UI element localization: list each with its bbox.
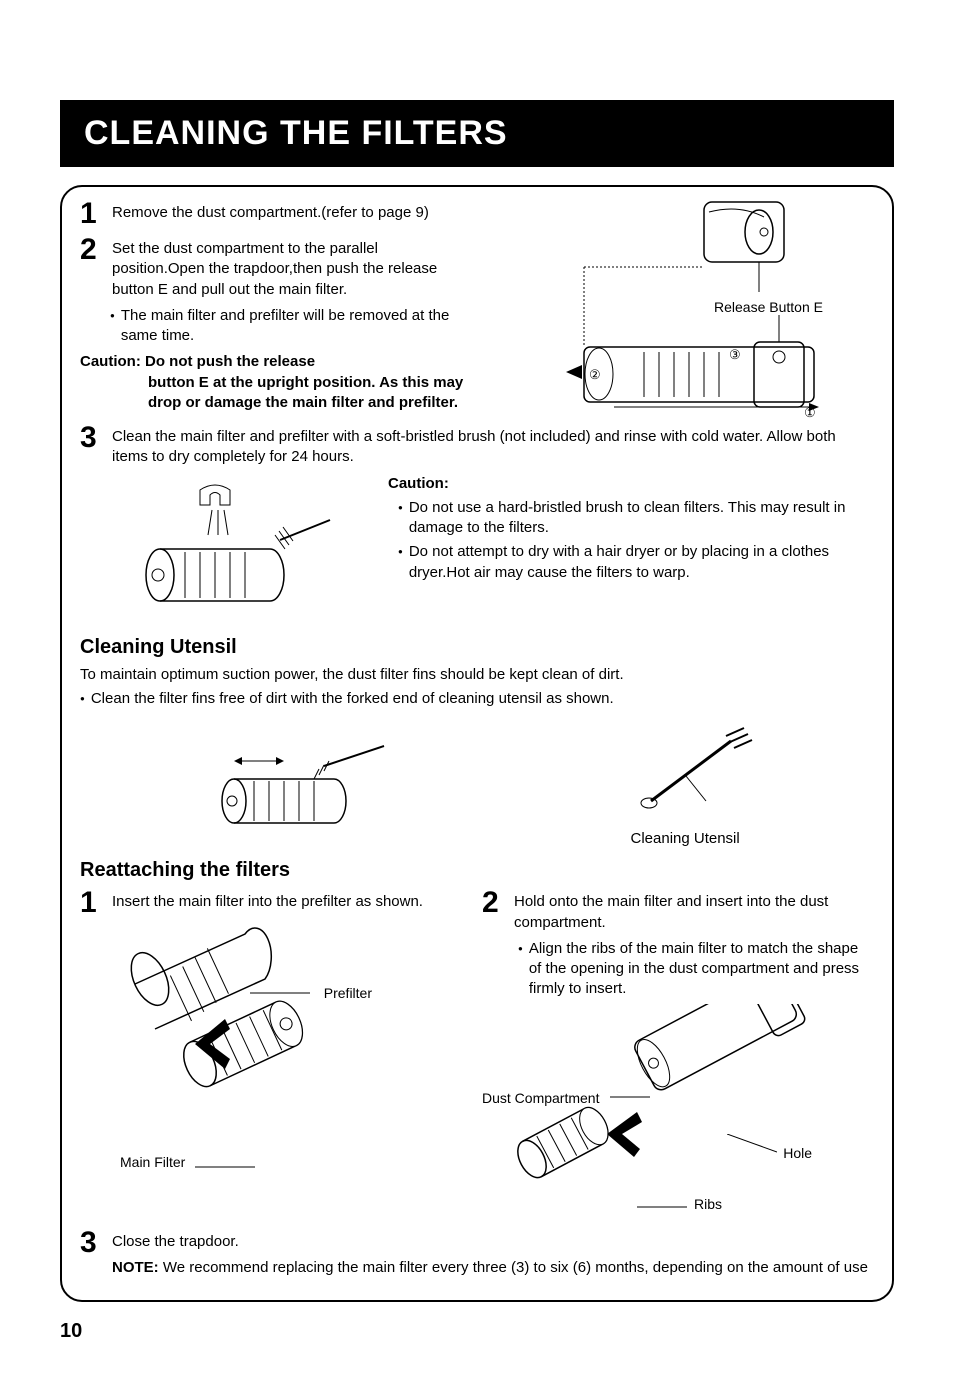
utensil-icon: [611, 721, 771, 821]
label-hole: Hole: [783, 1144, 812, 1163]
utensil-label: Cleaning Utensil: [631, 829, 771, 849]
step-2-caution: Caution: Do not push the release button …: [80, 352, 480, 413]
svg-text:②: ②: [589, 367, 601, 382]
subheading-utensil: Cleaning Utensil: [80, 634, 874, 661]
step-number: 2: [482, 888, 508, 933]
reattach-row: 1 Insert the main filter into the prefil…: [80, 888, 874, 1227]
page: CLEANING THE FILTERS: [0, 0, 954, 1383]
section-title: CLEANING THE FILTERS: [84, 114, 894, 153]
insert-filter-icon: [80, 924, 380, 1184]
step-text: Insert the main filter into the prefilte…: [112, 888, 472, 918]
step-number: 1: [80, 199, 106, 229]
reattach-step-1: 1 Insert the main filter into the prefil…: [80, 888, 472, 918]
figure-utensil-use: [184, 741, 404, 841]
reattach-step-2: 2 Hold onto the main filter and insert i…: [482, 888, 874, 933]
figure-rinse: [100, 480, 360, 620]
step-number: 1: [80, 888, 106, 918]
step-number: 3: [80, 1228, 106, 1279]
dust-compartment-icon: [482, 1004, 822, 1224]
note-text: We recommend replacing the main filter e…: [163, 1259, 868, 1276]
section-title-bar: CLEANING THE FILTERS: [60, 100, 894, 167]
subheading-reattach: Reattaching the filters: [80, 857, 874, 884]
reattach-2-bullet: Align the ribs of the main filter to mat…: [508, 939, 874, 1000]
utensil-intro: To maintain optimum suction power, the d…: [80, 665, 874, 685]
caution-label: Caution:: [80, 353, 141, 370]
figure-dust-compartment: Dust Compartment Hole Ribs: [482, 1004, 822, 1224]
figure-insert-filter: Prefilter Main Filter: [80, 924, 380, 1184]
label-prefilter: Prefilter: [324, 984, 372, 1003]
caution-text-cont: button E at the upright position. As thi…: [80, 373, 480, 414]
step-text: Clean the main filter and prefilter with…: [112, 423, 874, 468]
label-main-filter: Main Filter: [120, 1153, 185, 1172]
utensil-use-icon: [184, 741, 404, 841]
rinse-diagram-icon: [100, 480, 360, 620]
note: NOTE: We recommend replacing the main fi…: [112, 1258, 874, 1278]
step-3: 3 Clean the main filter and prefilter wi…: [80, 423, 874, 468]
step-text: Hold onto the main filter and insert int…: [514, 888, 874, 933]
utensil-figures: Cleaning Utensil: [80, 713, 874, 849]
label-ribs: Ribs: [694, 1195, 722, 1214]
figure-release-button: ② ③ ① Release Button E: [554, 197, 874, 427]
step-text: Close the trapdoor.: [112, 1232, 874, 1252]
step-3-row: Caution: Do not use a hard-bristled brus…: [80, 474, 874, 626]
step-2-bullet: The main filter and prefilter will be re…: [100, 306, 480, 347]
reattach-step-3: 3 Close the trapdoor. NOTE: We recommend…: [80, 1228, 874, 1279]
step-number: 3: [80, 423, 106, 468]
page-number: 10: [60, 1320, 894, 1343]
release-button-label: Release Button E: [714, 299, 823, 315]
step-number: 2: [80, 235, 106, 300]
release-button-diagram-icon: ② ③ ① Release Button E: [554, 197, 874, 427]
utensil-bullet: Clean the filter fins free of dirt with …: [80, 689, 874, 709]
figure-utensil: [611, 721, 771, 821]
step-text: Set the dust compartment to the parallel…: [112, 239, 460, 300]
caution-text: Do not push the release: [145, 353, 315, 370]
caution-label: Caution:: [388, 474, 874, 494]
svg-text:③: ③: [729, 347, 741, 362]
step-2: 2 Set the dust compartment to the parall…: [80, 235, 460, 300]
note-label: NOTE:: [112, 1259, 159, 1276]
caution-bullet-2: Do not attempt to dry with a hair dryer …: [388, 542, 874, 583]
caution-bullet-1: Do not use a hard-bristled brush to clea…: [388, 498, 874, 539]
content-panel: ② ③ ① Release Button E 1 Remove the dust…: [60, 185, 894, 1302]
label-dust-compartment: Dust Compartment: [482, 1089, 599, 1108]
